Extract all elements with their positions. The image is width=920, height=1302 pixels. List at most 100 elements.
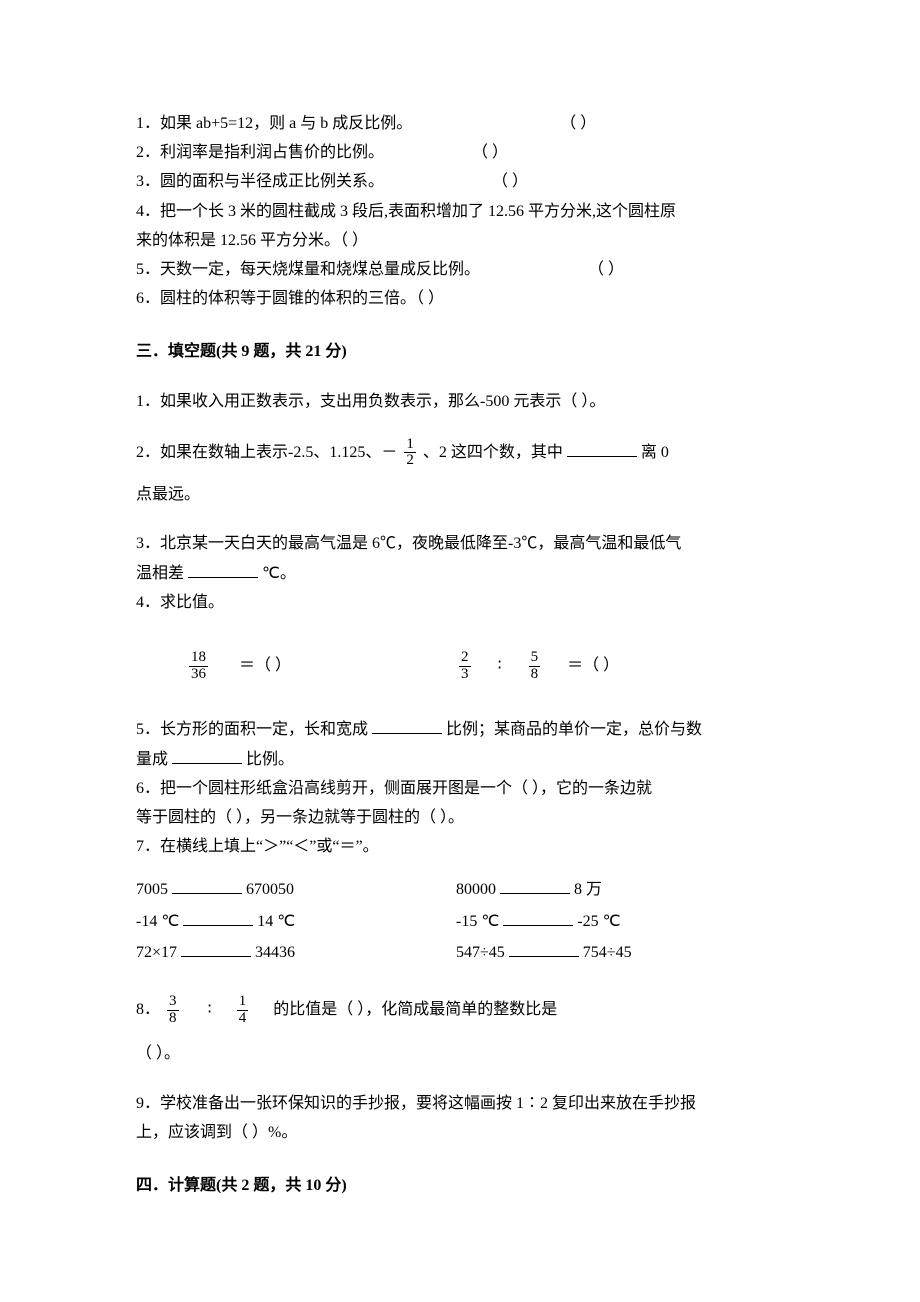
s3-q7-heading: 7．在横线上填上“＞”“＜”或“＝”。 xyxy=(136,833,792,860)
s3-q7-row-1-right: 80000 8 万 xyxy=(456,876,602,903)
frac-num: 18 xyxy=(189,650,208,667)
s2-item-4a: 4．把一个长 3 米的圆柱截成 3 段后,表面积增加了 12.56 平方分米,这… xyxy=(136,198,792,225)
s2-item-2: 2．利润率是指利润占售价的比例。 （ ） xyxy=(136,139,792,166)
s3-q3-c: ℃。 xyxy=(262,565,296,582)
cell-l1: 7005 xyxy=(136,881,168,898)
s3-q8-b: 的比值是（ ），化简成最简单的整数比是 xyxy=(273,1001,557,1018)
cell-l2: 14 ℃ xyxy=(257,913,295,930)
s3-q3-b: 温相差 xyxy=(136,565,184,582)
frac-den: 2 xyxy=(404,453,416,469)
s3-q8-frac2: 1 4 xyxy=(237,994,249,1027)
s3-q5-c: 量成 xyxy=(136,751,168,768)
s3-q7-row-1-left: 7005 670050 xyxy=(136,876,456,903)
s3-q4-right-frac2: 5 8 xyxy=(529,650,541,683)
s3-q5-d: 比例。 xyxy=(246,751,294,768)
s3-q7-row-2-right: -15 ℃ -25 ℃ xyxy=(456,908,621,935)
s3-q9-line2: 上，应该调到（ ）%。 xyxy=(136,1119,792,1146)
s3-q4-colon: ∶ xyxy=(498,657,502,674)
s2-item-5: 5．天数一定，每天烧煤量和烧煤总量成反比例。 （ ） xyxy=(136,256,792,283)
s2-item-3: 3．圆的面积与半径成正比例关系。 （ ） xyxy=(136,168,792,195)
s2-item-6: 6．圆柱的体积等于圆锥的体积的三倍。（ ） xyxy=(136,285,792,312)
s2-item-6-text: 6．圆柱的体积等于圆锥的体积的三倍。（ ） xyxy=(136,290,444,307)
s3-q5-a: 5．长方形的面积一定，长和宽成 xyxy=(136,721,368,738)
s2-item-1-paren: （ ） xyxy=(560,115,596,132)
s2-item-3-text: 3．圆的面积与半径成正比例关系。 xyxy=(136,173,384,190)
cell-r1: 547÷45 xyxy=(456,944,505,961)
s3-q8-frac1: 3 8 xyxy=(167,994,179,1027)
s3-q7-row-1: 7005 670050 80000 8 万 xyxy=(136,876,792,903)
cell-r1: 80000 xyxy=(456,881,496,898)
s3-q4-right: 2 3 ∶ 5 8 ＝（ ） xyxy=(456,650,619,683)
s2-item-4b: 来的体积是 12.56 平方分米。（ ） xyxy=(136,227,792,254)
cell-l2: 34436 xyxy=(255,944,295,961)
s2-item-5-paren: （ ） xyxy=(588,261,624,278)
cell-l1: -14 ℃ xyxy=(136,913,179,930)
cmp-blank xyxy=(503,909,573,926)
cmp-blank xyxy=(500,877,570,894)
s3-q7-row-3-right: 547÷45 754÷45 xyxy=(456,939,632,966)
s3-q7-row-2: -14 ℃ 14 ℃ -15 ℃ -25 ℃ xyxy=(136,908,792,935)
s3-q5-line2: 量成 比例。 xyxy=(136,746,792,773)
s3-q4-right-eq: ＝（ ） xyxy=(567,657,619,674)
cmp-blank xyxy=(181,940,251,957)
s3-q2-line1: 2．如果在数轴上表示-2.5、1.125、－ 1 2 、2 这四个数，其中 离 … xyxy=(136,437,792,470)
s3-q4-heading: 4．求比值。 xyxy=(136,589,792,616)
s3-q4-left: 18 36 ＝（ ） xyxy=(186,650,456,683)
cmp-blank xyxy=(172,877,242,894)
s3-q5-blank1 xyxy=(372,717,442,734)
section3-heading: 三．填空题(共 9 题，共 21 分) xyxy=(136,338,792,365)
s2-item-4a-text: 4．把一个长 3 米的圆柱截成 3 段后,表面积增加了 12.56 平方分米,这… xyxy=(136,203,676,220)
s3-q4-right-frac1: 2 3 xyxy=(459,650,471,683)
s3-q2-a: 2．如果在数轴上表示-2.5、1.125、－ xyxy=(136,444,397,461)
s2-item-4b-text: 来的体积是 12.56 平方分米。（ ） xyxy=(136,232,368,249)
cmp-blank xyxy=(183,909,253,926)
cell-r2: 8 万 xyxy=(574,881,602,898)
s3-q5-line1: 5．长方形的面积一定，长和宽成 比例；某商品的单价一定，总价与数 xyxy=(136,716,792,743)
s3-q4-left-frac: 18 36 xyxy=(189,650,208,683)
cmp-blank xyxy=(509,940,579,957)
s3-q8-colon: ∶ xyxy=(208,1001,212,1018)
s3-q7-row-3-left: 72×17 34436 xyxy=(136,939,456,966)
s3-q1: 1．如果收入用正数表示，支出用负数表示，那么-500 元表示（ ）。 xyxy=(136,388,792,415)
frac-num: 2 xyxy=(459,650,471,667)
s3-q2-frac: 1 2 xyxy=(404,437,416,470)
s3-q4-row: 18 36 ＝（ ） 2 3 ∶ 5 8 ＝（ ） xyxy=(136,650,792,683)
exam-page: 1．如果 ab+5=12，则 a 与 b 成反比例。 （ ） 2．利润率是指利润… xyxy=(0,0,920,1302)
s3-q9-line1: 9．学校准备出一张环保知识的手抄报，要将这幅画按 1∶2 复印出来放在手抄报 xyxy=(136,1090,792,1117)
s3-q7-row-3: 72×17 34436 547÷45 754÷45 xyxy=(136,939,792,966)
s3-q2-c: 离 0 xyxy=(641,444,669,461)
s2-item-1: 1．如果 ab+5=12，则 a 与 b 成反比例。 （ ） xyxy=(136,110,792,137)
s3-q8-line2: （ ）。 xyxy=(136,1040,792,1067)
s3-q3-line1: 3．北京某一天白天的最高气温是 6℃，夜晚最低降至-3℃，最高气温和最低气 xyxy=(136,530,792,557)
s3-q6-line2: 等于圆柱的（ ），另一条边就等于圆柱的（ ）。 xyxy=(136,804,792,831)
cell-l2: 670050 xyxy=(246,881,294,898)
frac-num: 3 xyxy=(167,994,179,1011)
s3-q2-line2: 点最远。 xyxy=(136,481,792,508)
cell-l1: 72×17 xyxy=(136,944,177,961)
s2-item-1-text: 1．如果 ab+5=12，则 a 与 b 成反比例。 xyxy=(136,115,412,132)
s3-q2-blank xyxy=(567,440,637,457)
s3-q5-blank2 xyxy=(172,747,242,764)
s3-q5-b: 比例；某商品的单价一定，总价与数 xyxy=(446,721,702,738)
cell-r1: -15 ℃ xyxy=(456,913,499,930)
s3-q3-line2: 温相差 ℃。 xyxy=(136,560,792,587)
frac-num: 1 xyxy=(404,437,416,454)
cell-r2: 754÷45 xyxy=(583,944,632,961)
cell-r2: -25 ℃ xyxy=(577,913,620,930)
s3-q8-a: 8． xyxy=(136,1001,160,1018)
s3-q7-rows: 7005 670050 80000 8 万 -14 ℃ 14 ℃ -15 ℃ -… xyxy=(136,876,792,966)
s3-q4-left-eq: ＝（ ） xyxy=(239,657,291,674)
frac-den: 8 xyxy=(529,667,541,683)
s2-item-5-text: 5．天数一定，每天烧煤量和烧煤总量成反比例。 xyxy=(136,261,480,278)
frac-num: 5 xyxy=(529,650,541,667)
s3-q3-blank xyxy=(188,561,258,578)
s2-item-3-paren: （ ） xyxy=(492,173,528,190)
frac-num: 1 xyxy=(237,994,249,1011)
s3-q8-line1: 8． 3 8 ∶ 1 4 的比值是（ ），化简成最简单的整数比是 xyxy=(136,994,792,1027)
frac-den: 3 xyxy=(459,667,471,683)
s2-item-2-paren: （ ） xyxy=(472,144,508,161)
s2-item-2-text: 2．利润率是指利润占售价的比例。 xyxy=(136,144,384,161)
s3-q6-line1: 6．把一个圆柱形纸盒沿高线剪开，侧面展开图是一个（ ），它的一条边就 xyxy=(136,775,792,802)
section2-items: 1．如果 ab+5=12，则 a 与 b 成反比例。 （ ） 2．利润率是指利润… xyxy=(136,110,792,312)
frac-den: 36 xyxy=(189,667,208,683)
